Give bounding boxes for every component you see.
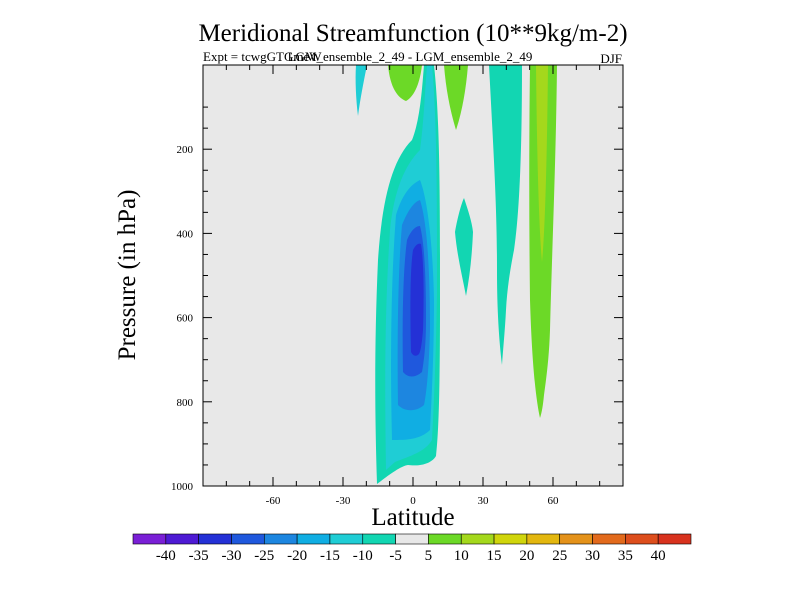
colorbar-label: -20 (287, 548, 307, 564)
cell-plus-east-core (536, 65, 548, 262)
colorbar (132, 533, 692, 545)
y-tick-label: 200 (177, 144, 194, 156)
subtitle-ensemble: LGM_ensemble_2_49 - LGM_ensemble_2_49 (288, 49, 533, 64)
colorbar-swatch (263, 533, 298, 545)
colorbar-label: 40 (651, 548, 666, 564)
colorbar-swatch (198, 533, 232, 545)
colorbar-labels: -40 -35 -30 -25 -20 -15 -10 -5 5 10 15 20 25 30 35 40 (156, 548, 666, 564)
colorbar-label: 15 (487, 548, 502, 564)
colorbar-swatch (428, 533, 462, 545)
colorbar-swatch (493, 533, 528, 545)
colorbar-label: -30 (221, 548, 241, 564)
colorbar-swatch (132, 533, 167, 545)
subtitle-experiment: Expt = tcwgGTGmeW (203, 49, 322, 64)
cell-minus-east (489, 65, 522, 365)
colorbar-swatch (526, 533, 561, 545)
y-tick-label: 1000 (171, 481, 194, 493)
colorbar-label: -40 (156, 548, 176, 564)
colorbar-swatch (657, 533, 692, 545)
colorbar-swatch (592, 533, 626, 545)
colorbar-swatch (231, 533, 265, 545)
y-axis: 200 400 600 800 1000 (171, 106, 623, 493)
contour-fill-layer (355, 65, 557, 484)
y-axis-label: Pressure (in hPa) (114, 190, 141, 361)
cell-minus-patch (455, 198, 473, 296)
colorbar-swatch (165, 533, 199, 545)
colorbar-swatch (395, 533, 429, 545)
colorbar-label: 25 (552, 548, 567, 564)
cell-minus-small-west (355, 65, 367, 116)
x-axis: -60 -30 0 30 60 (202, 65, 624, 507)
x-tick-label: 0 (410, 495, 416, 507)
colorbar-label: 10 (454, 548, 469, 564)
season-label: DJF (600, 51, 622, 66)
colorbar-label: 5 (425, 548, 433, 564)
colorbar-label: 30 (585, 548, 600, 564)
colorbar-swatch (559, 533, 593, 545)
colorbar-label: -25 (254, 548, 274, 564)
colorbar-swatch (329, 533, 364, 545)
cell-minus-35 (410, 243, 424, 356)
colorbar-label: -35 (189, 548, 209, 564)
colorbar-label: -15 (320, 548, 340, 564)
x-tick-label: 60 (548, 495, 560, 507)
colorbar-swatch (296, 533, 331, 545)
y-tick-label: 600 (177, 313, 194, 325)
colorbar-label: -10 (353, 548, 373, 564)
x-axis-label: Latitude (371, 504, 454, 531)
colorbar-swatch (362, 533, 396, 545)
colorbar-swatch (460, 533, 495, 545)
y-tick-label: 400 (177, 228, 194, 240)
colorbar-swatch (625, 533, 659, 545)
x-tick-label: -30 (336, 495, 351, 507)
cell-plus-mid (444, 65, 468, 130)
x-tick-label: -60 (266, 495, 281, 507)
colorbar-label: -5 (389, 548, 402, 564)
colorbar-label: 20 (519, 548, 534, 564)
x-tick-label: 30 (478, 495, 490, 507)
chart-title: Meridional Streamfunction (10**9kg/m-2) (198, 20, 627, 47)
y-tick-label: 800 (177, 397, 194, 409)
colorbar-label: 35 (618, 548, 633, 564)
